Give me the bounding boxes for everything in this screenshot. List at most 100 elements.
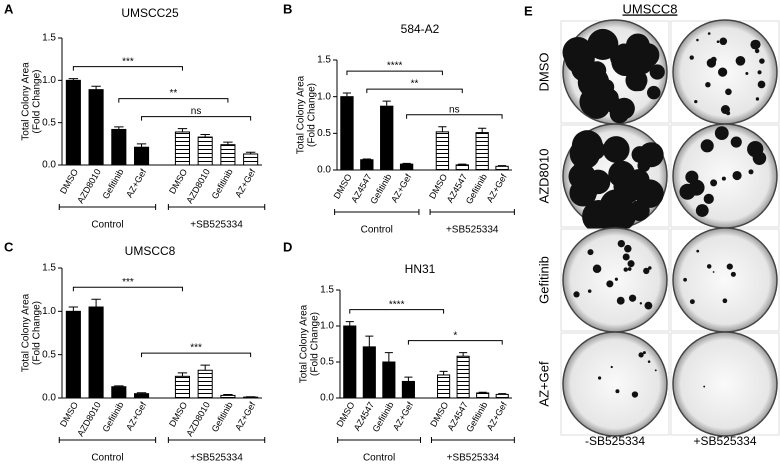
panel-label: A bbox=[4, 1, 14, 16]
group-line bbox=[334, 209, 420, 215]
significance-label: * bbox=[453, 330, 457, 341]
significance-label: ns bbox=[449, 104, 460, 115]
bar bbox=[243, 396, 259, 399]
column-label: -SB525334 bbox=[585, 434, 645, 448]
group-label: +SB525334 bbox=[446, 225, 499, 236]
significance-label: **** bbox=[387, 61, 403, 72]
error-bar bbox=[497, 165, 507, 167]
significance-bracket bbox=[72, 66, 183, 71]
colony bbox=[587, 289, 592, 293]
x-tick-label: Gefitinib bbox=[210, 167, 235, 201]
group-line bbox=[430, 437, 515, 443]
error-bar bbox=[459, 352, 468, 357]
colony bbox=[745, 71, 749, 75]
colony bbox=[726, 263, 733, 270]
colony bbox=[748, 169, 754, 175]
group-line bbox=[58, 437, 157, 443]
x-tick-label: Gefitinib bbox=[100, 400, 125, 434]
y-tick-label: 1.0 bbox=[320, 321, 334, 332]
colony bbox=[615, 389, 620, 394]
y-axis-label: (Fold Change) bbox=[310, 312, 321, 376]
colony bbox=[606, 280, 614, 288]
colony bbox=[730, 136, 742, 148]
bar bbox=[111, 386, 127, 399]
colony bbox=[574, 143, 588, 157]
x-tick-label: Gefitinib bbox=[100, 167, 125, 201]
colony bbox=[732, 170, 742, 181]
bar bbox=[174, 375, 190, 399]
colony bbox=[735, 55, 746, 66]
y-tick-label: 0.5 bbox=[42, 117, 56, 128]
bar bbox=[455, 164, 469, 171]
dish bbox=[562, 227, 668, 333]
x-tick-label: DMSO bbox=[58, 167, 80, 195]
colony bbox=[611, 47, 640, 77]
bar bbox=[362, 346, 376, 399]
chart-title: UMSCC8 bbox=[125, 244, 176, 258]
colony bbox=[592, 264, 602, 274]
colony bbox=[705, 81, 711, 88]
group-label: Control bbox=[91, 453, 123, 464]
error-bar bbox=[458, 163, 467, 165]
bar bbox=[88, 89, 104, 166]
significance-bracket bbox=[141, 352, 252, 358]
error-bar bbox=[245, 151, 256, 154]
colony bbox=[700, 139, 714, 153]
y-axis-label: (Fold Change) bbox=[307, 83, 318, 147]
bar bbox=[174, 131, 190, 166]
colony bbox=[706, 58, 717, 68]
colony bbox=[716, 40, 720, 44]
colony bbox=[628, 200, 650, 221]
group-line bbox=[337, 437, 422, 443]
error-bar bbox=[68, 306, 79, 312]
bar bbox=[111, 128, 127, 166]
colony bbox=[649, 64, 665, 80]
colony bbox=[689, 55, 694, 60]
y-tick-label: 0.5 bbox=[317, 128, 331, 139]
significance-label: **** bbox=[389, 299, 405, 310]
error-bar bbox=[177, 372, 188, 377]
error-bar bbox=[342, 92, 352, 97]
colony bbox=[602, 136, 630, 163]
x-tick-label: DMSO bbox=[58, 400, 80, 428]
colony bbox=[730, 271, 736, 277]
group-label: Control bbox=[361, 225, 393, 236]
y-tick-label: 1.0 bbox=[317, 91, 331, 102]
y-tick-label: 1.0 bbox=[42, 306, 56, 317]
y-tick-label: 1.5 bbox=[42, 33, 56, 44]
y-tick-label: 0.5 bbox=[320, 357, 334, 368]
group-line bbox=[58, 204, 157, 210]
x-tick-label: AZ+Gef bbox=[485, 172, 510, 205]
colony bbox=[569, 179, 597, 207]
error-bar bbox=[223, 394, 233, 396]
error-bar bbox=[200, 364, 210, 371]
error-bar bbox=[114, 385, 124, 387]
colony bbox=[614, 277, 618, 281]
colony bbox=[648, 266, 652, 270]
group-line bbox=[429, 209, 515, 215]
group-line bbox=[167, 204, 266, 210]
colony bbox=[613, 179, 629, 195]
panel-label: C bbox=[4, 239, 14, 254]
colony bbox=[695, 204, 709, 217]
error-bar bbox=[384, 352, 393, 362]
chart-title: UMSCC25 bbox=[121, 6, 179, 20]
bar bbox=[343, 325, 357, 399]
colony bbox=[719, 37, 728, 46]
significance-bracket bbox=[141, 116, 252, 121]
bar bbox=[399, 163, 414, 171]
bar bbox=[495, 393, 509, 399]
bar bbox=[197, 136, 213, 166]
group-label: +SB525334 bbox=[190, 220, 243, 231]
y-axis-label: (Fold Change) bbox=[32, 301, 43, 365]
colony bbox=[587, 188, 598, 198]
group-label: +SB525334 bbox=[447, 453, 500, 464]
error-bar bbox=[478, 127, 487, 133]
colony bbox=[721, 176, 726, 181]
group-line bbox=[167, 437, 266, 443]
error-bar bbox=[345, 321, 354, 326]
colony bbox=[633, 79, 646, 92]
y-tick-label: 0.0 bbox=[320, 393, 334, 404]
colony bbox=[647, 85, 661, 100]
colony bbox=[638, 352, 644, 358]
